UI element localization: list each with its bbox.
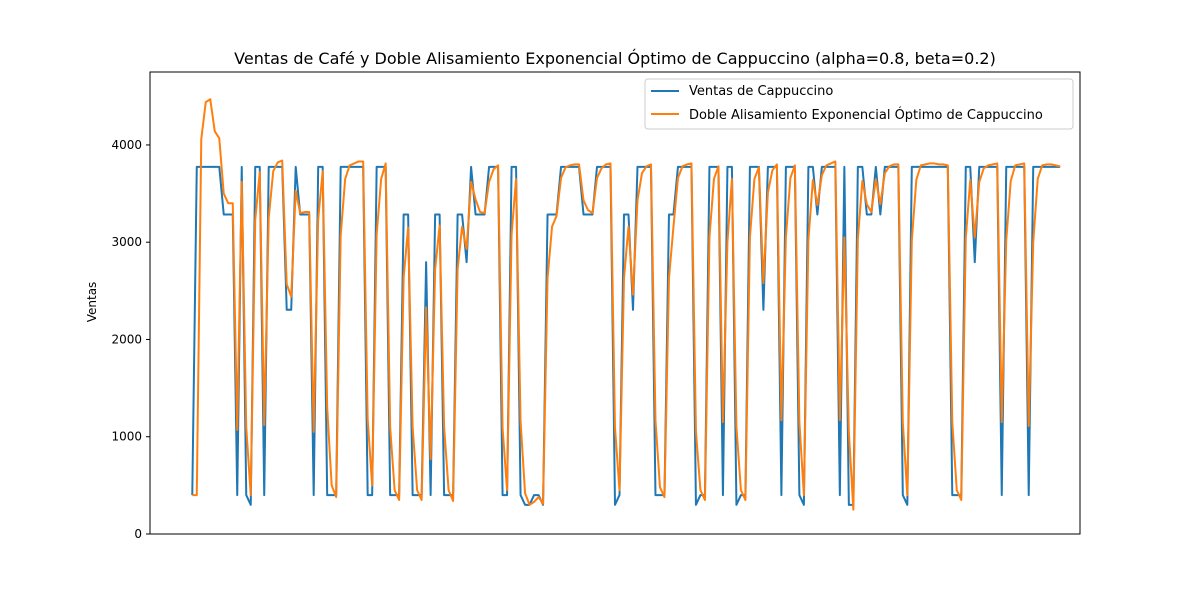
legend: Ventas de Cappuccino Doble Alisamiento E… bbox=[644, 78, 1074, 130]
chart-title: Ventas de Café y Doble Alisamiento Expon… bbox=[234, 49, 996, 68]
series-line-0 bbox=[191, 165, 1061, 506]
y-axis: 0 1000 2000 3000 4000 bbox=[111, 138, 150, 541]
y-tick-label: 3000 bbox=[111, 235, 142, 249]
y-tick-label: 1000 bbox=[111, 430, 142, 444]
y-tick-label: 2000 bbox=[111, 332, 142, 346]
y-tick-label: 4000 bbox=[111, 138, 142, 152]
plot-area bbox=[191, 98, 1061, 511]
y-tick-label: 0 bbox=[134, 527, 142, 541]
y-axis-label: Ventas bbox=[85, 282, 99, 323]
plot-frame bbox=[149, 71, 1081, 535]
legend-label-ventas: Ventas de Cappuccino bbox=[689, 84, 833, 99]
legend-label-doble-alisamiento: Doble Alisamiento Exponencial Óptimo de … bbox=[689, 107, 1043, 123]
series-line-1 bbox=[192, 98, 1061, 511]
legend-box bbox=[644, 78, 1074, 130]
